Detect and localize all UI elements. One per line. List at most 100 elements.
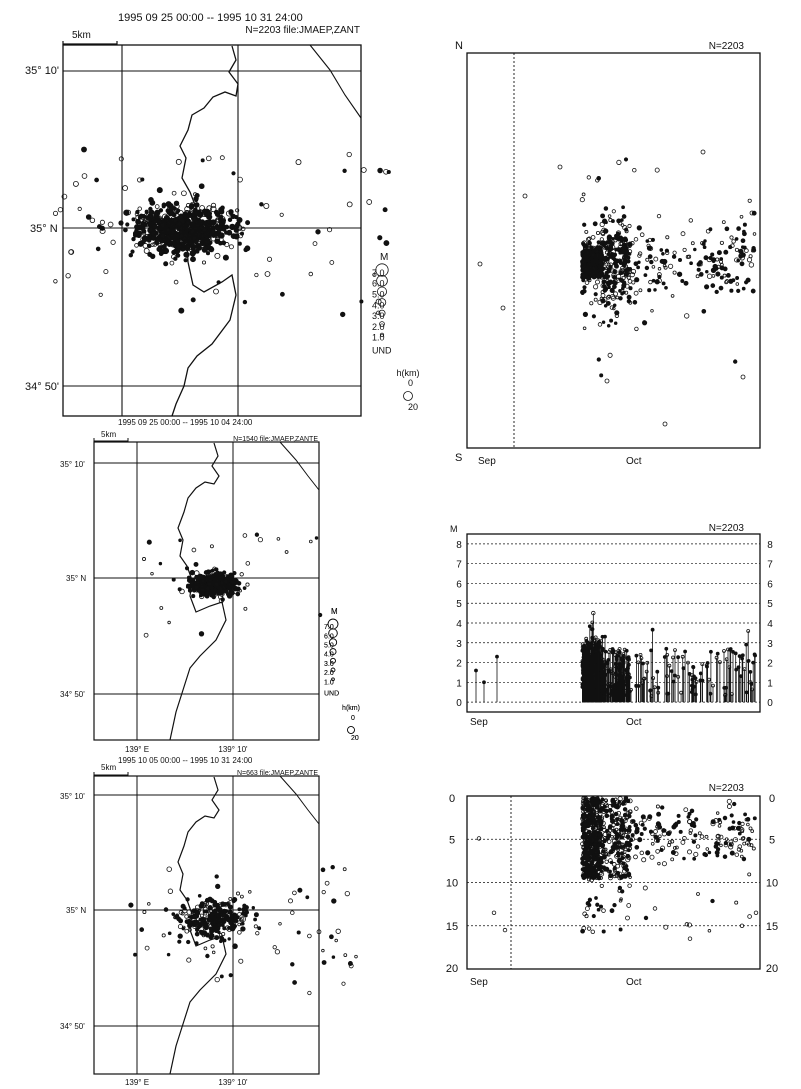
space-time-marker bbox=[637, 251, 643, 256]
depth-tick-left: 10 bbox=[446, 878, 458, 890]
space-time-marker bbox=[665, 250, 670, 256]
map-1-coastline-east bbox=[309, 44, 362, 119]
map-1-scale-label: 5km bbox=[72, 30, 91, 41]
magnitude-bar-head bbox=[587, 624, 592, 629]
magnitude-bar-head bbox=[636, 684, 641, 688]
space-time-marker bbox=[584, 280, 590, 285]
epicenter-marker bbox=[186, 212, 192, 218]
space-time-marker bbox=[602, 297, 608, 303]
depth-marker bbox=[604, 798, 608, 802]
epicenter-marker bbox=[231, 899, 236, 904]
epicenter-marker bbox=[81, 146, 87, 153]
depth-marker bbox=[593, 796, 598, 801]
depth-marker bbox=[623, 795, 629, 801]
epicenter-marker bbox=[203, 946, 208, 951]
map-2-lat-label-3: 34° 50' bbox=[60, 690, 85, 699]
space-time-marker bbox=[653, 256, 659, 262]
map-panel-3: 1995 10 05 00:00 -- 1995 10 31 24:00 N=6… bbox=[60, 607, 360, 1087]
depth-marker bbox=[696, 892, 700, 896]
depth-marker bbox=[727, 826, 732, 831]
space-time-marker bbox=[676, 271, 683, 277]
depth-marker bbox=[622, 807, 628, 812]
magnitude-tick-left: 5 bbox=[456, 599, 462, 610]
depth-marker bbox=[603, 804, 607, 809]
depth-marker bbox=[608, 849, 614, 855]
space-time-marker bbox=[607, 269, 612, 274]
epicenter-marker bbox=[167, 888, 174, 894]
space-time-marker bbox=[693, 247, 697, 252]
depth-marker bbox=[622, 862, 627, 867]
depth-marker bbox=[693, 851, 699, 857]
space-time-marker bbox=[672, 250, 677, 255]
map-3-lat-label-1: 35° 10' bbox=[60, 792, 85, 801]
space-time-marker bbox=[596, 357, 601, 362]
depth-marker bbox=[674, 845, 679, 850]
epicenter-marker bbox=[53, 279, 58, 284]
epicenter-marker bbox=[224, 224, 230, 230]
depth-marker bbox=[590, 929, 596, 935]
epicenter-marker bbox=[118, 156, 124, 162]
depth-marker bbox=[622, 853, 628, 858]
epicenter-marker bbox=[279, 212, 284, 217]
magnitude-legend-symbol bbox=[331, 677, 335, 681]
epicenter-marker bbox=[222, 926, 227, 931]
magnitude-time-x-label-sep: Sep bbox=[470, 717, 488, 728]
space-time-marker bbox=[601, 279, 607, 285]
depth-marker bbox=[707, 850, 712, 855]
epicenter-marker bbox=[135, 218, 142, 225]
depth-marker bbox=[746, 842, 752, 847]
space-time-marker bbox=[615, 277, 621, 283]
space-time-marker bbox=[634, 326, 639, 332]
magnitude-legend-label: 6.0 bbox=[324, 633, 334, 640]
epicenter-marker bbox=[156, 187, 163, 193]
epicenter-marker bbox=[154, 237, 160, 243]
magnitude-bar-head bbox=[651, 676, 656, 680]
epicenter-marker bbox=[194, 919, 200, 926]
space-time-marker bbox=[586, 175, 591, 180]
epicenter-marker bbox=[89, 217, 96, 224]
depth-marker bbox=[628, 875, 632, 879]
magnitude-bar-head bbox=[680, 654, 685, 659]
epicenter-marker bbox=[227, 904, 233, 910]
space-time-marker bbox=[582, 311, 589, 318]
magnitude-bar-head bbox=[644, 669, 649, 674]
epicenter-marker bbox=[225, 901, 230, 906]
space-time-marker bbox=[595, 245, 599, 250]
epicenter-marker bbox=[229, 579, 235, 585]
epicenter-marker bbox=[147, 902, 151, 906]
epicenter-marker bbox=[242, 586, 247, 590]
epicenter-marker bbox=[184, 928, 190, 934]
epicenter-marker bbox=[182, 228, 187, 234]
magnitude-bar-head bbox=[728, 647, 732, 652]
epicenter-marker bbox=[163, 907, 169, 912]
epicenter-marker bbox=[211, 576, 218, 582]
depth-marker bbox=[617, 834, 622, 839]
depth-marker bbox=[606, 839, 612, 844]
map-2-lon-label-1: 139° E bbox=[125, 745, 149, 754]
epicenter-marker bbox=[279, 291, 285, 297]
magnitude-bar-head bbox=[634, 653, 639, 658]
space-time-marker bbox=[619, 246, 625, 252]
epicenter-marker bbox=[207, 569, 212, 574]
epicenter-marker bbox=[198, 183, 205, 190]
depth-time-events bbox=[476, 795, 759, 941]
space-time-north-label: N bbox=[455, 40, 463, 52]
epicenter-marker bbox=[206, 210, 213, 217]
space-time-marker bbox=[735, 276, 740, 280]
space-time-marker bbox=[648, 245, 654, 252]
space-time-marker bbox=[661, 252, 665, 256]
space-time-marker bbox=[670, 294, 675, 298]
depth-marker bbox=[605, 814, 610, 818]
epicenter-marker bbox=[221, 912, 227, 918]
space-time-marker bbox=[659, 248, 664, 252]
epicenter-marker bbox=[187, 915, 192, 919]
depth-marker bbox=[746, 836, 752, 842]
depth-marker bbox=[671, 824, 677, 830]
depth-marker bbox=[589, 841, 594, 847]
epicenter-marker bbox=[131, 236, 136, 242]
epicenter-marker bbox=[191, 215, 198, 222]
depth-legend-symbol bbox=[403, 391, 413, 401]
magnitude-legend-symbol bbox=[375, 263, 389, 277]
map-1-lat-label-1: 35° 10' bbox=[25, 65, 59, 77]
epicenter-marker bbox=[232, 943, 238, 950]
